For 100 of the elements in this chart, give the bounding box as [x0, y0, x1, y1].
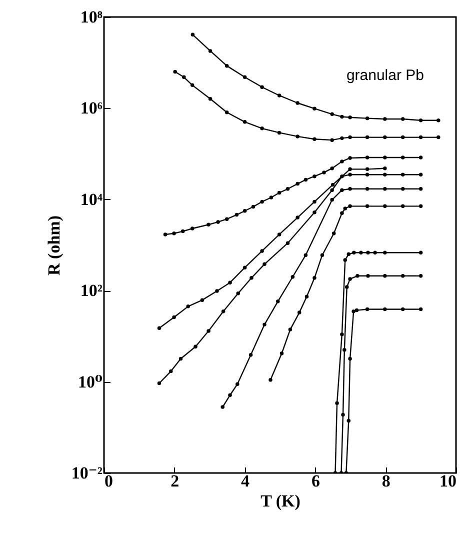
point [304, 294, 309, 298]
point [304, 178, 308, 182]
point [418, 156, 423, 160]
point [296, 101, 300, 105]
point [340, 136, 344, 140]
point [383, 274, 387, 278]
point [228, 280, 232, 284]
point [365, 307, 370, 312]
point [242, 120, 247, 124]
x-tick-label: 0 [104, 472, 113, 490]
point [190, 226, 194, 230]
point [418, 204, 423, 208]
point [242, 75, 247, 80]
point [242, 266, 247, 270]
point [330, 198, 334, 202]
point [251, 204, 256, 209]
annotation: granular Pb [346, 67, 424, 84]
point [296, 216, 300, 220]
point [340, 188, 344, 192]
point [163, 232, 168, 236]
point [242, 209, 247, 213]
point [297, 310, 302, 314]
point [224, 110, 229, 114]
point [330, 166, 334, 170]
point [208, 97, 212, 101]
point [320, 253, 324, 257]
point [383, 307, 387, 312]
point [383, 166, 387, 170]
point [269, 196, 274, 200]
y-axis-title: R (ohm) [44, 216, 64, 276]
point [208, 49, 212, 53]
point [236, 382, 240, 386]
point [343, 206, 347, 210]
point [354, 308, 359, 312]
point [418, 250, 423, 255]
point [359, 250, 363, 255]
point [418, 118, 423, 122]
point [365, 116, 370, 120]
point [220, 405, 224, 409]
point [342, 348, 346, 352]
y-tick-label: 10⁶ [80, 98, 102, 118]
point [436, 118, 440, 122]
point [215, 289, 219, 293]
point [260, 200, 264, 204]
point [200, 298, 204, 302]
point [365, 135, 370, 140]
point [157, 381, 162, 386]
point [400, 274, 405, 278]
point [286, 241, 290, 245]
point [345, 285, 349, 289]
point [366, 250, 370, 255]
point [400, 156, 405, 160]
point [304, 253, 308, 257]
point [312, 200, 316, 204]
point [262, 262, 266, 266]
point [348, 356, 352, 361]
point [383, 187, 387, 191]
point [340, 211, 344, 215]
point [383, 156, 387, 160]
point [172, 315, 176, 320]
point [400, 307, 405, 312]
point [312, 174, 316, 178]
point [296, 134, 300, 138]
point [194, 344, 198, 349]
point [418, 307, 423, 312]
point [383, 204, 387, 208]
point [172, 231, 176, 236]
point [418, 172, 423, 176]
point [290, 275, 295, 279]
point [335, 401, 339, 406]
y-tick-label: 10⁴ [80, 190, 102, 209]
point [173, 70, 177, 74]
point [288, 328, 292, 332]
point [224, 217, 229, 221]
point [348, 156, 352, 160]
point [383, 172, 387, 176]
x-tick-label: 2 [170, 472, 180, 490]
point [352, 310, 356, 314]
point [234, 212, 239, 217]
point [400, 135, 405, 140]
point [400, 204, 405, 208]
point [169, 369, 173, 374]
y-tick-label: 10² [80, 281, 102, 300]
point [277, 232, 282, 236]
x-tick-label: 8 [382, 472, 390, 490]
point [365, 156, 370, 160]
point [312, 137, 316, 141]
point [190, 83, 194, 88]
point [343, 258, 347, 262]
point [340, 174, 344, 178]
point [312, 106, 316, 110]
point [312, 276, 316, 280]
point [206, 329, 210, 333]
point [346, 252, 351, 256]
point [250, 276, 254, 280]
point [296, 182, 300, 186]
point [340, 160, 344, 164]
point [277, 94, 282, 98]
point [348, 135, 352, 140]
point [365, 187, 370, 191]
